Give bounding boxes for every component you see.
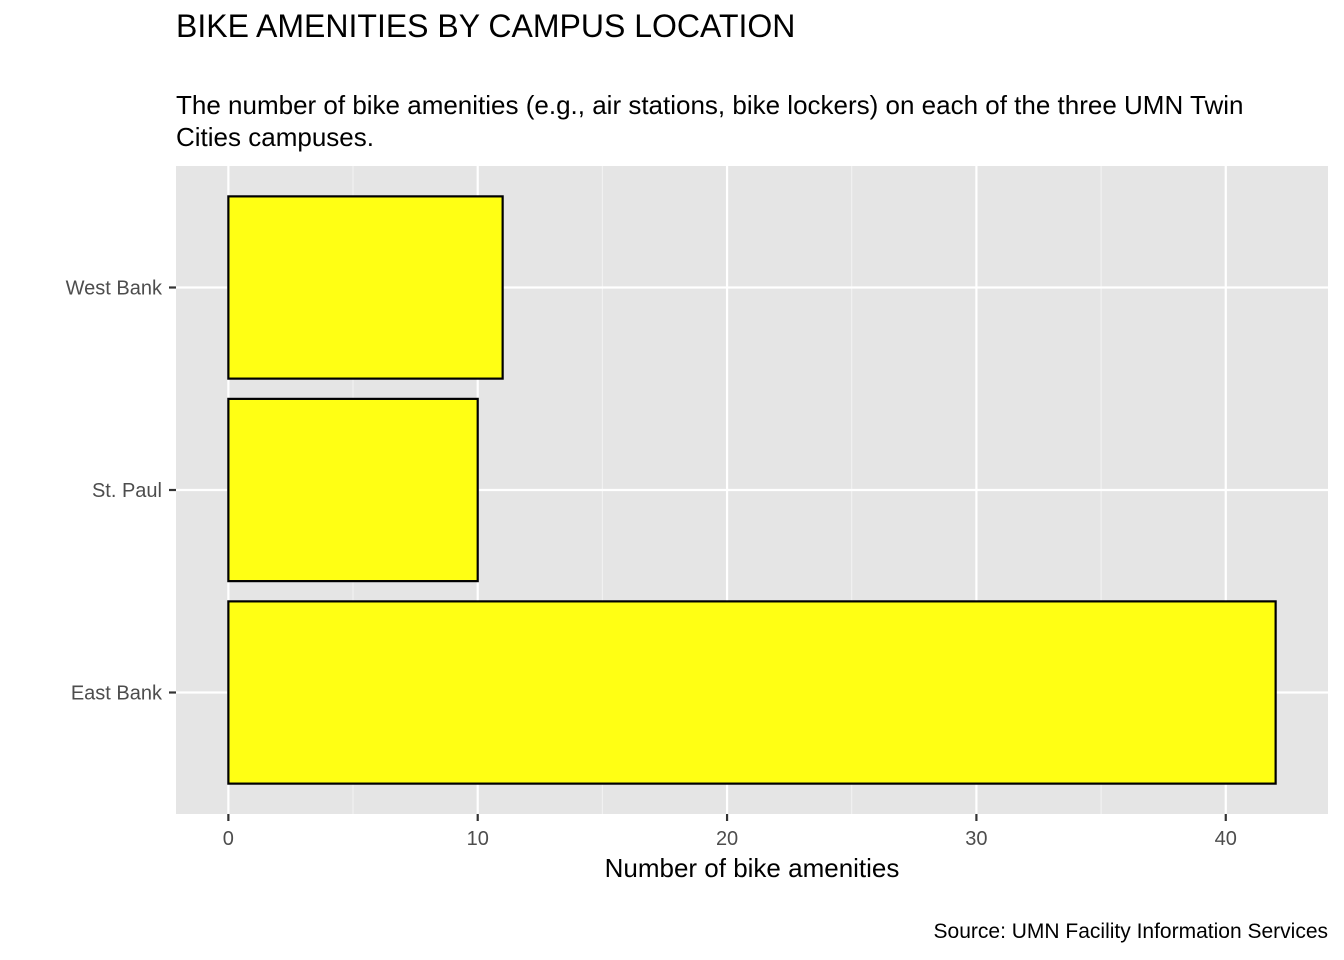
y-tick-label: West Bank [66, 278, 163, 300]
y-tick-label: East Bank [71, 683, 163, 705]
bar [227, 397, 479, 583]
bars [227, 195, 1277, 785]
chart-caption: Source: UMN Facility Information Service… [933, 920, 1328, 943]
chart-subtitle: The number of bike amenities (e.g., air … [176, 90, 1244, 152]
bar [227, 195, 504, 380]
x-tick-label: 0 [223, 828, 234, 850]
x-tick-label: 30 [965, 828, 987, 850]
bar [227, 600, 1277, 785]
x-tick-label: 10 [467, 828, 489, 850]
chart-title: BIKE AMENITIES BY CAMPUS LOCATION [176, 8, 796, 44]
y-tick-label: St. Paul [92, 480, 162, 502]
y-axis: East Bank St. Paul West Bank [66, 278, 176, 705]
x-axis-title: Number of bike amenities [605, 853, 900, 883]
x-tick-label: 20 [716, 828, 738, 850]
x-axis: 0 10 20 30 40 [223, 814, 1237, 850]
x-tick-label: 40 [1215, 828, 1237, 850]
